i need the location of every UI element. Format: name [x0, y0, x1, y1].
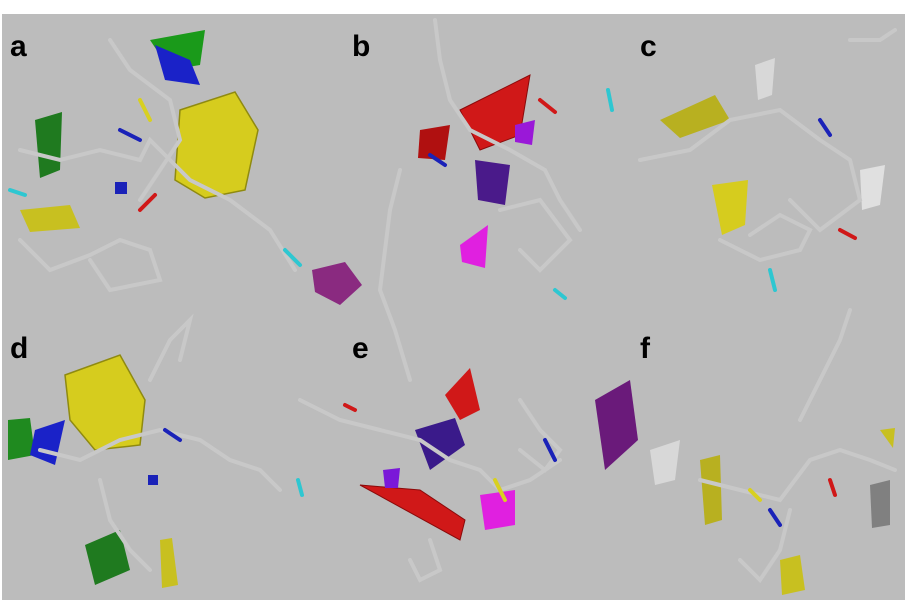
- contour-purple: [475, 160, 510, 205]
- panel-label: e: [352, 332, 369, 365]
- panel-label: b: [352, 30, 370, 63]
- contour-blue: [115, 182, 127, 194]
- panel-label: d: [10, 332, 28, 365]
- contour-gray: [870, 480, 890, 528]
- contour-magenta: [480, 490, 515, 530]
- panel-label: f: [640, 332, 651, 365]
- panel-label: a: [10, 30, 27, 63]
- contour-blue: [148, 475, 158, 485]
- panel-label: c: [640, 30, 657, 63]
- contour-violet: [383, 468, 400, 488]
- figure: a b c d e f: [0, 0, 907, 603]
- contour-gray: [755, 58, 775, 100]
- contour-red: [418, 125, 450, 160]
